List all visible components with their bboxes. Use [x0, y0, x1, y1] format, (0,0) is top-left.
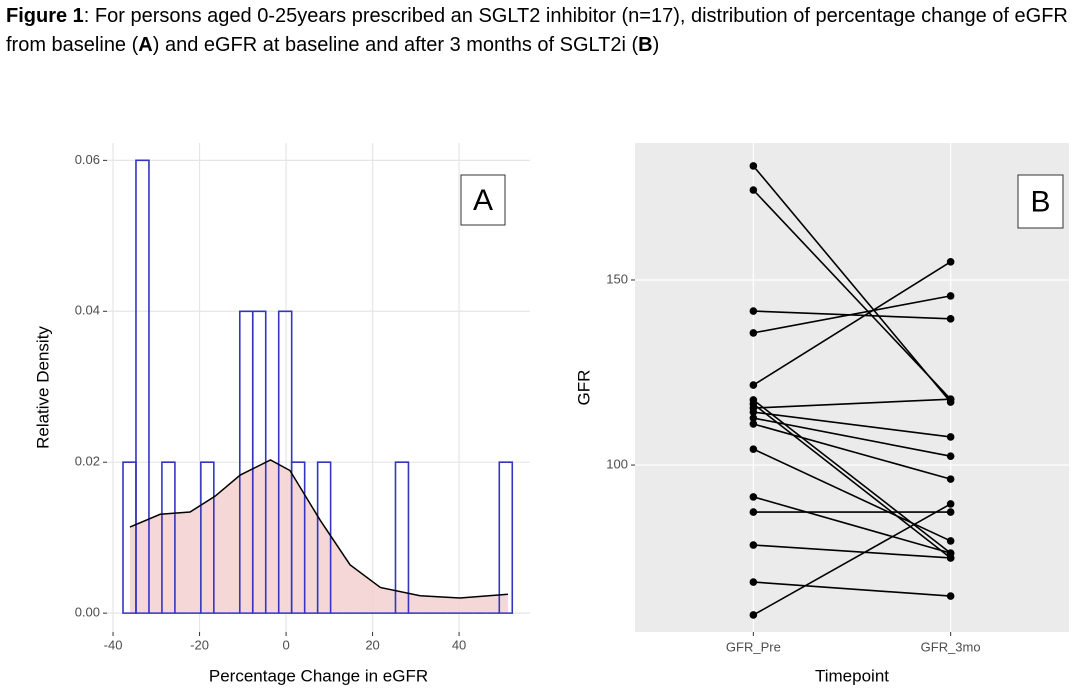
subject-line — [753, 398, 951, 409]
x-tick-label: GFR_Pre — [726, 639, 781, 654]
x-tick-label: 20 — [365, 637, 379, 652]
subject-line — [753, 496, 951, 554]
subject-line — [752, 503, 952, 616]
point — [749, 445, 758, 453]
subject-line — [753, 411, 951, 438]
panel-label: B — [1030, 185, 1050, 218]
point — [749, 162, 758, 170]
subject-line — [752, 189, 952, 400]
subject-line — [753, 417, 951, 457]
bar — [251, 310, 267, 614]
subject-line — [752, 165, 952, 403]
point — [749, 541, 758, 549]
caption-text: ) — [652, 34, 660, 56]
y-axis-title: Relative Density — [33, 326, 52, 449]
panel-background — [635, 143, 1069, 632]
caption-text: : For persons aged 0-25years prescribed … — [6, 5, 1068, 56]
point — [749, 508, 758, 516]
point — [749, 307, 758, 315]
point — [946, 508, 955, 516]
point — [946, 452, 955, 460]
subject-line — [753, 581, 951, 597]
x-tick-label: -20 — [190, 637, 209, 652]
point — [946, 315, 955, 323]
subject-line — [753, 448, 951, 542]
y-tick-label: 0.02 — [75, 454, 100, 469]
point — [946, 554, 955, 562]
x-tick-label: 0 — [282, 637, 289, 652]
x-axis-title: Percentage Change in eGFR — [209, 666, 428, 685]
subject-line — [753, 295, 951, 334]
density-area — [129, 459, 508, 614]
x-axis-title: Timepoint — [815, 666, 889, 685]
x-tick-label: 40 — [452, 637, 466, 652]
caption-label: Figure 1 — [6, 5, 84, 27]
point — [749, 329, 758, 337]
caption: Figure 1: For persons aged 0-25years pre… — [6, 2, 1084, 60]
caption-text: B — [638, 34, 653, 56]
bar — [290, 461, 306, 614]
bar — [161, 461, 176, 614]
bar — [316, 461, 332, 614]
y-tick-label: 0.06 — [75, 152, 100, 167]
bar — [277, 310, 293, 614]
point — [749, 381, 758, 389]
subject-line — [752, 261, 952, 386]
bar — [200, 461, 215, 614]
panel-label-box — [460, 174, 506, 226]
x-tick-label: GFR_3mo — [921, 639, 981, 654]
point — [946, 292, 955, 300]
point — [946, 537, 955, 545]
point — [946, 433, 955, 441]
subject-line — [753, 544, 951, 559]
panel-label: A — [473, 184, 493, 217]
point — [946, 475, 955, 483]
point — [749, 408, 758, 416]
density-curve — [129, 459, 509, 599]
caption-text: ) and eGFR at baseline and after 3 month… — [152, 34, 639, 56]
bar — [498, 461, 514, 614]
point — [749, 611, 758, 619]
point — [946, 500, 955, 508]
caption-text: A — [138, 34, 153, 56]
y-tick-label: 100 — [606, 456, 628, 471]
y-tick-label: 0.04 — [75, 303, 100, 318]
bar — [394, 461, 410, 614]
point — [946, 258, 955, 266]
point — [749, 414, 758, 422]
point — [946, 395, 955, 403]
subject-line — [752, 399, 952, 554]
y-axis-title: GFR — [574, 370, 593, 406]
panel-label-box — [1017, 174, 1064, 229]
point — [749, 420, 758, 428]
y-tick-label: 0.00 — [75, 605, 100, 620]
point — [749, 578, 758, 586]
subject-line — [753, 423, 951, 480]
y-tick-label: 150 — [606, 271, 628, 286]
point — [749, 186, 758, 194]
point — [749, 493, 758, 501]
x-tick-label: -40 — [104, 637, 123, 652]
subject-line — [752, 403, 952, 559]
bar — [135, 159, 150, 614]
point — [946, 592, 955, 600]
